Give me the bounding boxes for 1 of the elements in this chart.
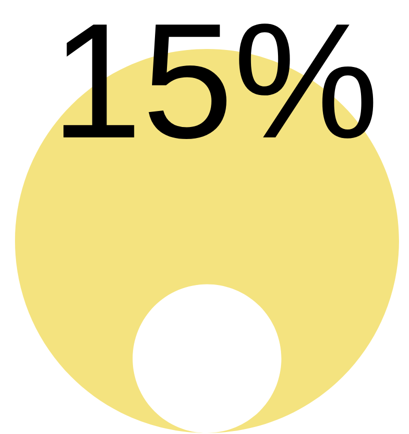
data-label: 15%: [63, 24, 374, 139]
